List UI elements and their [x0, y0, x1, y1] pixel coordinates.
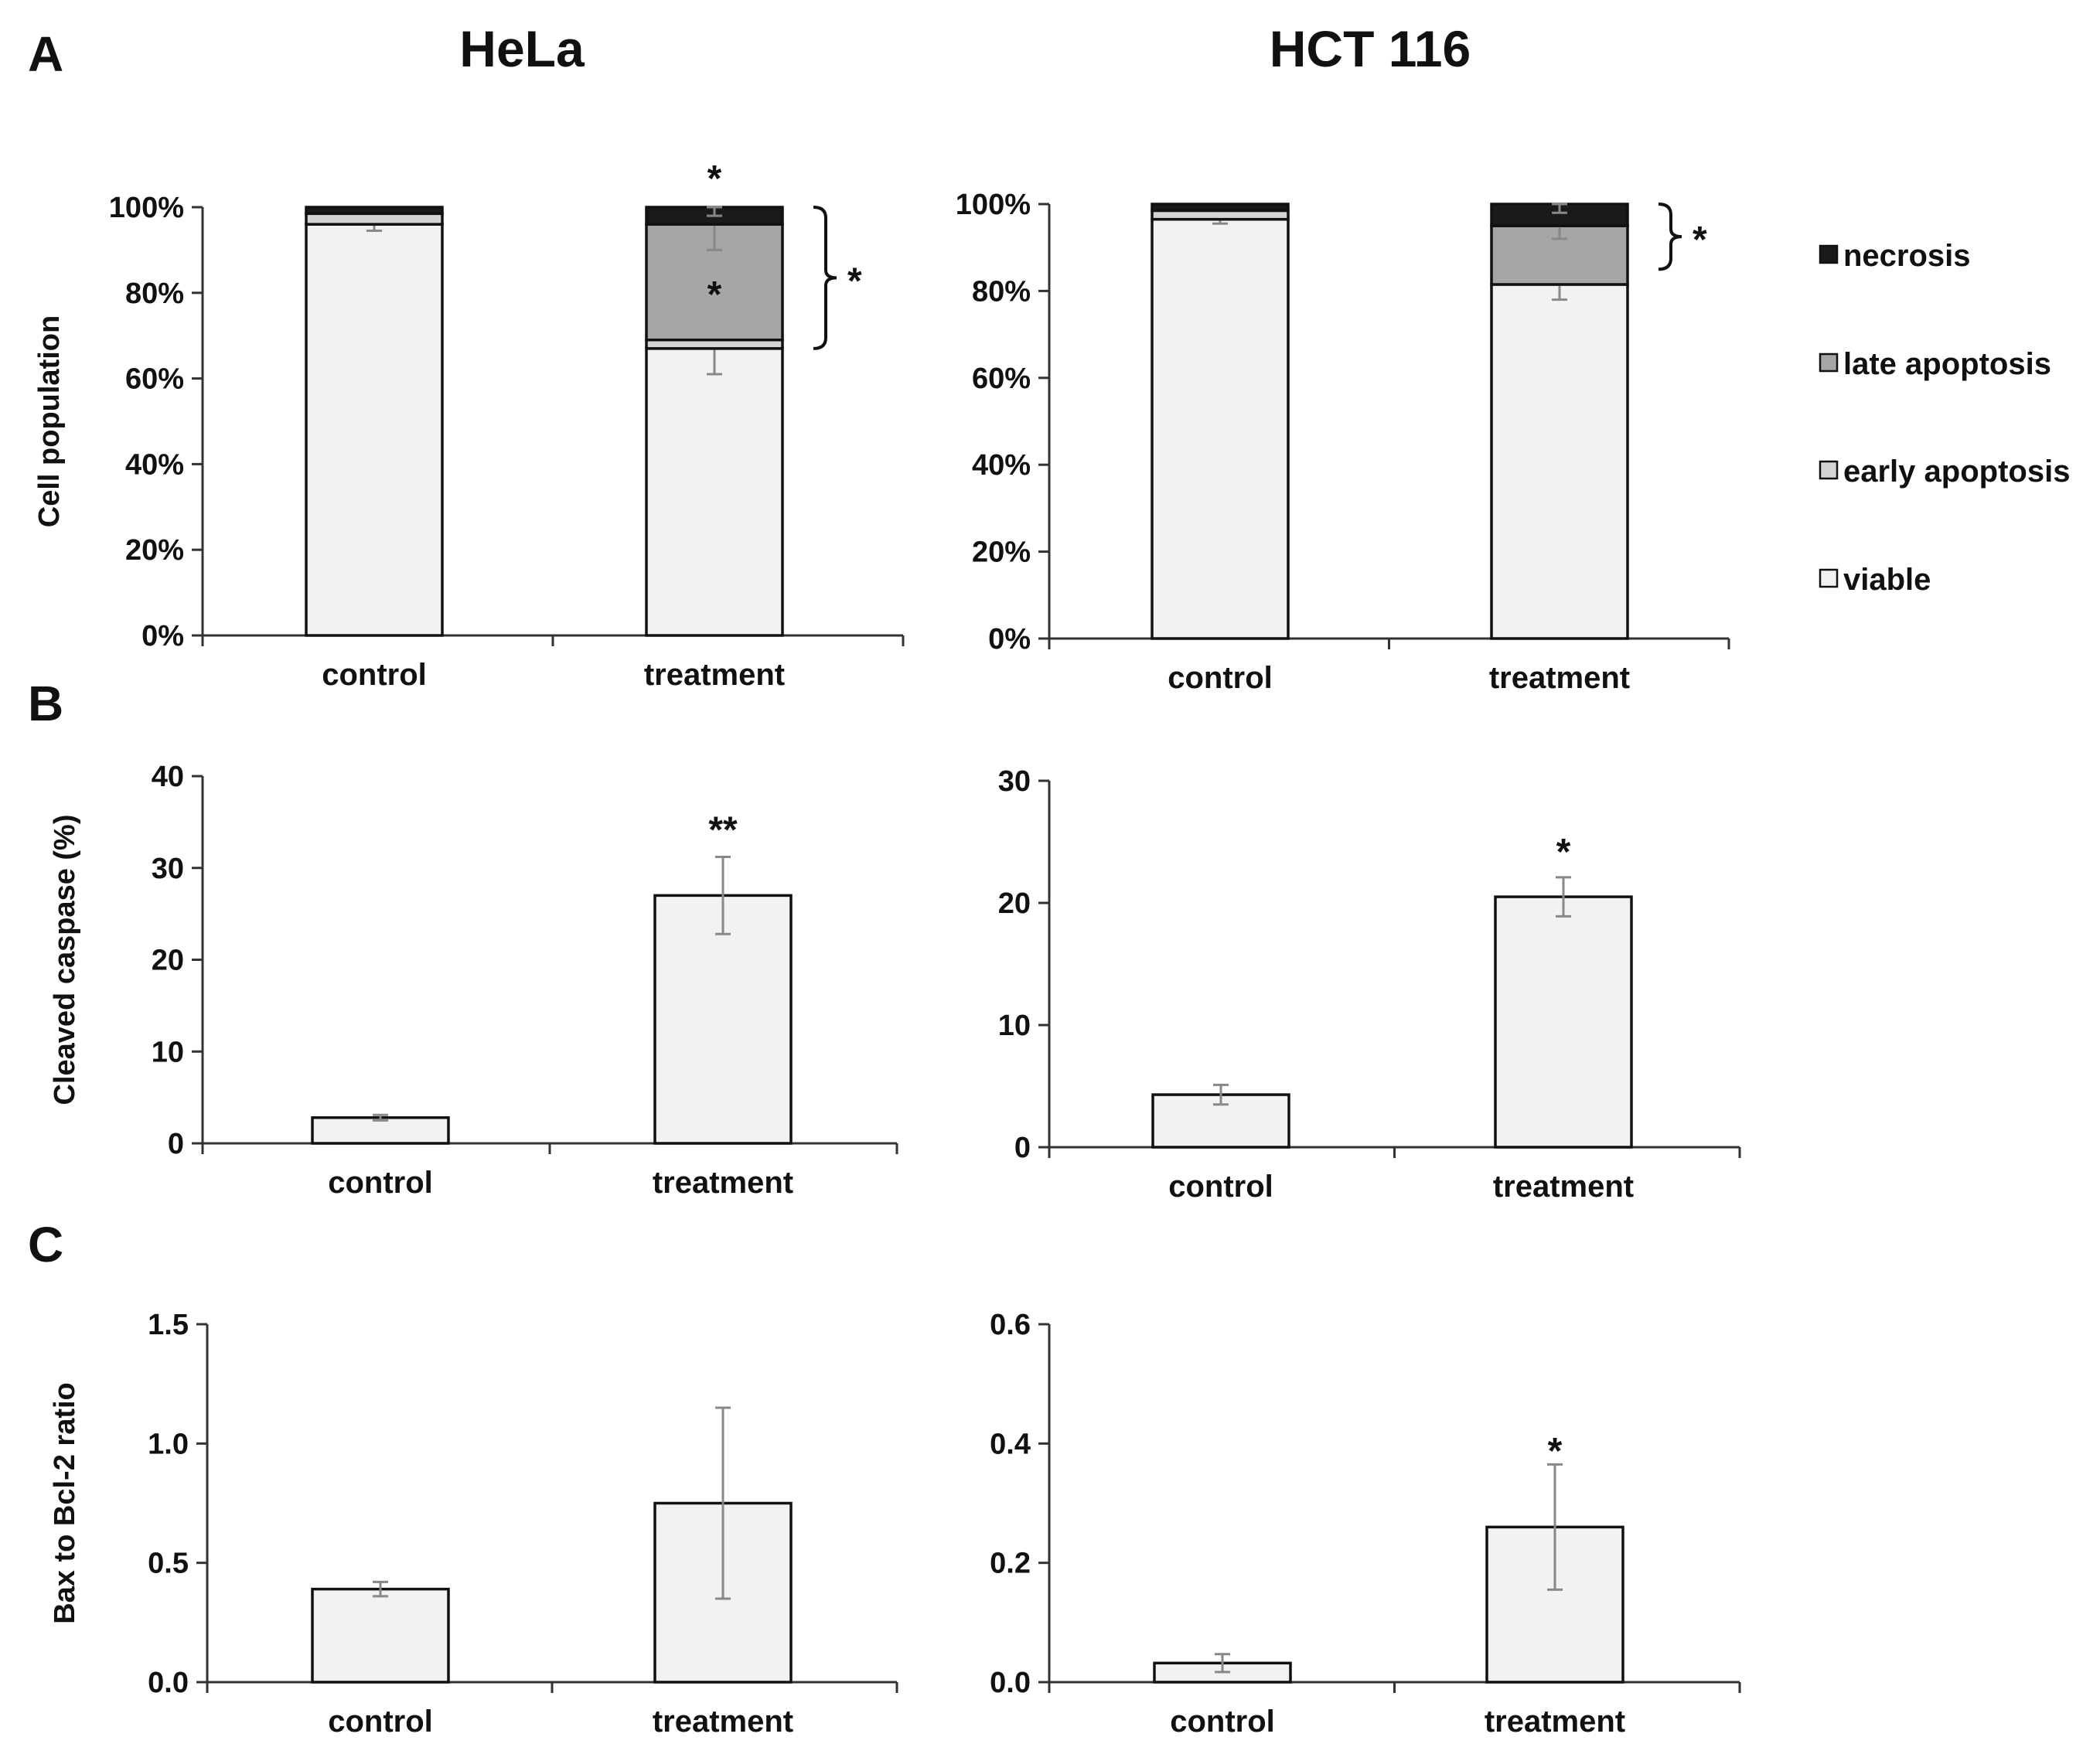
x-tick-label-control: control	[328, 1166, 433, 1200]
y-tick-label: 0%	[988, 623, 1031, 656]
legend-swatch-viable	[1819, 568, 1839, 588]
y-tick-label: 0	[1014, 1132, 1031, 1164]
bar-segment-viable-control	[1151, 217, 1290, 640]
legend-label-early-apoptosis: early apoptosis	[1843, 455, 2070, 489]
chart-c-hela: 0.0 0.5 1.0 1.5 control treatment Bax to Bcl-2…	[49, 1309, 898, 1739]
legend-label-necrosis: necrosis	[1843, 239, 1971, 273]
y-tick-label: 20	[998, 887, 1031, 920]
y-tick-label: 0%	[141, 620, 184, 652]
bar-segment-viable-control	[305, 223, 444, 637]
column-title-hela: HeLa	[459, 20, 585, 77]
y-tick-label: 30	[152, 853, 184, 885]
bar-treatment	[653, 894, 793, 1145]
legend-swatch-late-apoptosis	[1819, 353, 1839, 373]
panel-label-b: B	[28, 676, 63, 731]
significance-star: *	[1556, 832, 1571, 873]
bar-segment-early-apoptosis-control	[305, 212, 444, 226]
x-tick-label-treatment: treatment	[1493, 1170, 1634, 1204]
bar-treatment	[1494, 895, 1633, 1149]
x-tick-label-control: control	[1170, 1705, 1275, 1739]
significance-star: *	[707, 158, 722, 199]
significance-star: *	[847, 261, 862, 301]
y-tick-label: 40%	[125, 448, 184, 481]
significance-star: *	[707, 274, 722, 315]
x-tick-label-treatment: treatment	[1485, 1705, 1625, 1739]
chart-a-hela: 0% 20% 40% 60% 80% 100% control treatment Cell p…	[33, 158, 905, 692]
y-tick-label: 0	[168, 1128, 184, 1160]
legend: necrosis late apoptosis early apoptosis …	[1819, 239, 2070, 597]
bar-segment-necrosis-control	[1151, 203, 1290, 213]
panel-label-a: A	[28, 26, 63, 82]
significance-star: **	[708, 810, 738, 851]
y-tick-label: 1.5	[148, 1309, 189, 1341]
x-tick-label-control: control	[1168, 661, 1273, 695]
significance-bracket	[813, 206, 837, 350]
y-axis-label: Bax to Bcl-2 ratio	[49, 1382, 81, 1624]
bar-segment-viable-treatment	[1490, 283, 1629, 640]
y-tick-label: 0.2	[990, 1548, 1031, 1580]
bar-segment-late-apoptosis-treatment	[645, 223, 784, 342]
y-axis-label: Cleaved caspase (%)	[49, 815, 81, 1105]
column-title-hct116: HCT 116	[1270, 20, 1471, 77]
x-tick-label-control: control	[322, 658, 427, 692]
y-tick-label: 30	[998, 765, 1031, 798]
legend-label-late-apoptosis: late apoptosis	[1843, 347, 2051, 381]
y-tick-label: 20	[152, 945, 184, 977]
y-tick-label: 40	[152, 761, 184, 793]
y-tick-label: 40%	[972, 449, 1031, 482]
legend-label-viable: viable	[1843, 563, 1931, 597]
legend-swatch-early-apoptosis	[1819, 460, 1839, 480]
y-tick-label: 60%	[972, 363, 1031, 395]
y-tick-label: 20%	[972, 536, 1031, 569]
y-tick-label: 0.6	[990, 1309, 1031, 1341]
legend-swatch-necrosis	[1819, 244, 1839, 264]
y-tick-label: 0.0	[990, 1667, 1031, 1699]
y-tick-label: 80%	[125, 278, 184, 310]
y-tick-label: 100%	[109, 192, 184, 224]
y-tick-label: 60%	[125, 363, 184, 396]
chart-a-hct116: 0% 20% 40% 60% 80% 100% control treatment *	[956, 189, 1730, 695]
chart-b-hct116: 0 10 20 30 control treatment *	[998, 765, 1741, 1204]
x-tick-label-treatment: treatment	[653, 1166, 793, 1200]
significance-star: *	[1693, 220, 1707, 261]
y-tick-label: 10	[152, 1036, 184, 1068]
y-tick-label: 0.0	[148, 1667, 189, 1699]
bar-segment-viable-treatment	[645, 347, 784, 637]
chart-c-hct116: 0.0 0.2 0.4 0.6 control treatment *	[990, 1309, 1741, 1739]
x-tick-label-treatment: treatment	[644, 658, 785, 692]
x-tick-label-control: control	[328, 1705, 433, 1739]
x-tick-label-treatment: treatment	[1489, 661, 1630, 695]
y-tick-label: 1.0	[148, 1428, 189, 1460]
bar-control	[311, 1587, 450, 1684]
y-tick-label: 20%	[125, 534, 184, 567]
panel-label-c: C	[28, 1217, 63, 1272]
y-axis-label: Cell population	[33, 315, 66, 527]
y-tick-label: 100%	[956, 189, 1031, 221]
y-tick-label: 80%	[972, 275, 1031, 308]
significance-star: *	[1548, 1431, 1563, 1472]
bar-segment-necrosis-control	[305, 206, 444, 216]
chart-b-hela: 0 10 20 30 40 control treatment Cleaved caspase…	[49, 761, 898, 1200]
x-tick-label-treatment: treatment	[653, 1705, 793, 1739]
y-tick-label: 0.4	[990, 1428, 1031, 1460]
x-tick-label-control: control	[1168, 1170, 1273, 1204]
y-tick-label: 0.5	[148, 1548, 189, 1580]
y-tick-label: 10	[998, 1010, 1031, 1042]
significance-bracket	[1658, 203, 1682, 271]
